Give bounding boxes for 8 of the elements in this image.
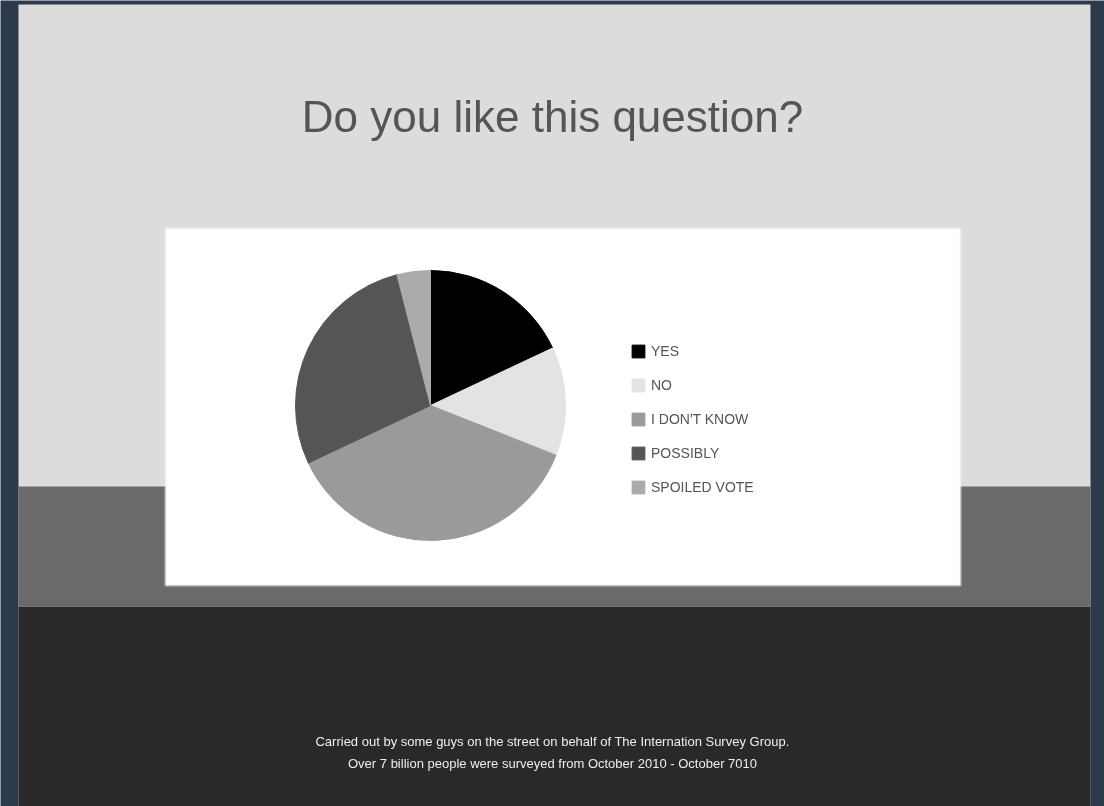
legend-label: I DON'T KNOW bbox=[651, 411, 749, 427]
legend-label: YES bbox=[651, 343, 680, 359]
legend-label: POSSIBLY bbox=[651, 445, 720, 461]
text: Carried out by some guys on the street on behalf of The Internation Survey Group. bbox=[315, 733, 790, 749]
text: Over 7 billion people were surveyed from October 2010 - October 7010 bbox=[348, 755, 757, 771]
chart-title: Do you like this question? bbox=[301, 91, 804, 141]
legend-label: NO bbox=[651, 377, 672, 393]
legend-label: SPOILED VOTE bbox=[651, 479, 754, 495]
